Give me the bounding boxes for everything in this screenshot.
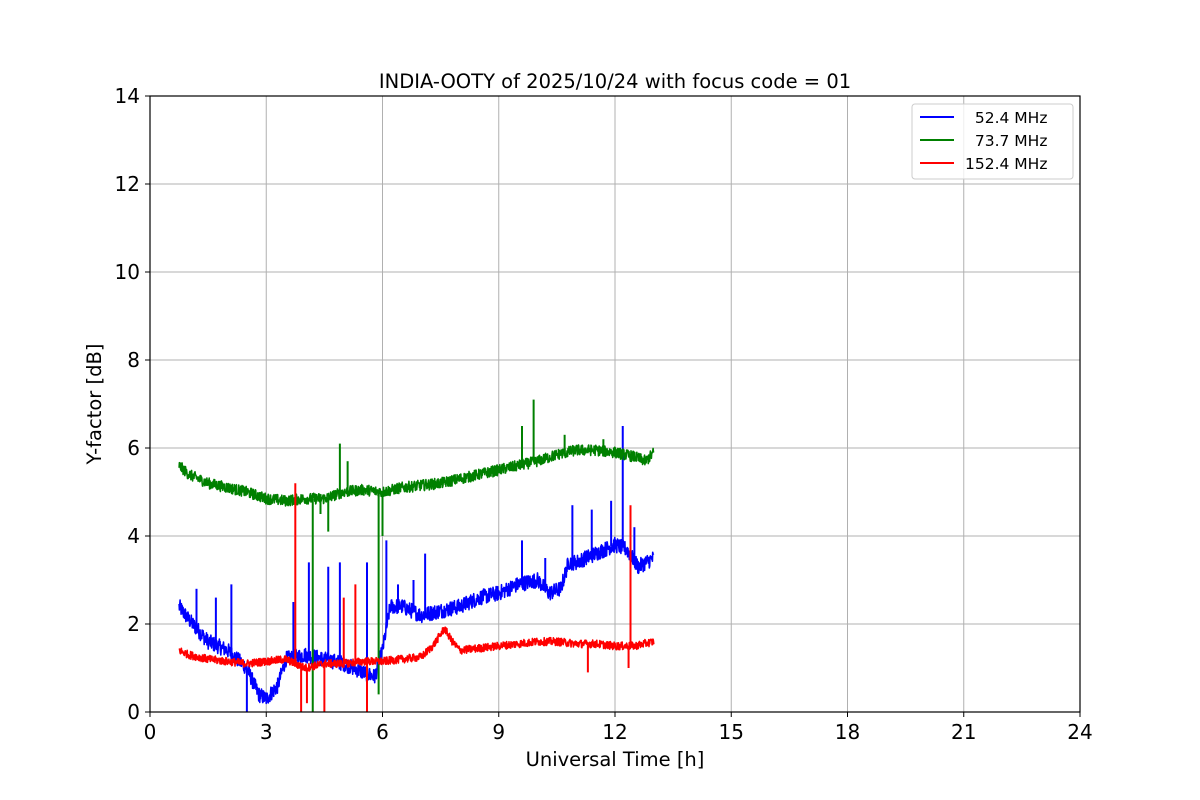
y-tick-label: 4 [127,524,140,548]
y-tick-label: 2 [127,612,140,636]
legend-label-52-mhz: 52.4 MHz [965,109,1047,127]
x-tick-label: 21 [951,720,976,744]
x-tick-label: 9 [492,720,505,744]
series-layer [178,399,655,712]
x-axis-label: Universal Time [h] [526,748,705,771]
y-axis-ticks: 0 2 4 6 8 10 12 14 [115,84,150,724]
series-line-152-mhz [178,626,655,672]
y-tick-label: 12 [115,172,140,196]
x-tick-label: 24 [1067,720,1092,744]
y-axis-label: Y-factor [dB] [83,344,106,466]
y-tick-label: 0 [127,700,140,724]
x-tick-label: 0 [144,720,157,744]
legend-label-73-mhz: 73.7 MHz [965,132,1047,150]
x-tick-label: 15 [719,720,744,744]
legend-box [911,103,1074,180]
x-tick-label: 18 [835,720,860,744]
y-tick-label: 10 [115,260,140,284]
y-tick-label: 8 [127,348,140,372]
chart-title: INDIA-OOTY of 2025/10/24 with focus code… [379,70,851,93]
x-tick-label: 12 [602,720,627,744]
series-line-52-mhz [178,536,655,705]
x-tick-label: 3 [260,720,273,744]
legend: 52.4 MHz 73.7 MHz 152.4 MHz [911,103,1074,180]
legend-label-152-mhz: 152.4 MHz [965,155,1047,173]
series-line-73-mhz [178,444,655,507]
x-axis-ticks: 0 3 6 9 12 15 18 21 24 [144,712,1093,744]
x-tick-label: 6 [376,720,389,744]
y-tick-label: 6 [127,436,140,460]
y-tick-label: 14 [115,84,140,108]
